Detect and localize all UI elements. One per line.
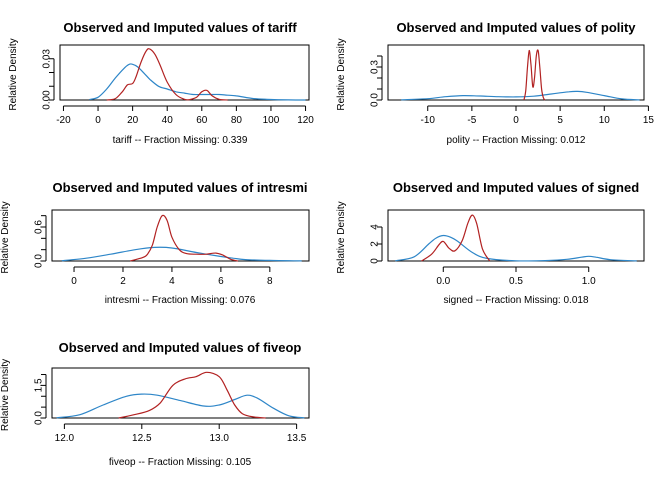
x-tick-label: 10 [599, 115, 611, 126]
chart-title: Observed and Imputed values of signed [393, 180, 639, 195]
x-tick-label: 40 [162, 115, 174, 126]
imputed-density-line [130, 214, 239, 262]
x-tick-label: 0.0 [436, 276, 450, 287]
chart-panel-4: Observed and Imputed values of signed 0.0… [336, 180, 645, 306]
plot-frame [51, 209, 310, 262]
chart-panel-3: Observed and Imputed values of intresmi 0… [0, 180, 310, 306]
x-tick-label: 0 [71, 276, 77, 287]
x-tick-label: 4 [169, 276, 175, 287]
x-tick-label: 2 [120, 276, 126, 287]
x-tick-label: 12.5 [132, 433, 152, 444]
chart-title: Observed and Imputed values of tariff [63, 20, 297, 35]
chart-panel-2: Observed and Imputed values of polity -10… [336, 20, 654, 146]
x-tick-label: 80 [231, 115, 243, 126]
chart-panel-1: Observed and Imputed values of tariff -20… [8, 20, 314, 146]
x-axis-label: fiveop -- Fraction Missing: 0.105 [109, 457, 252, 468]
y-tick-label: 0.3 [370, 60, 381, 74]
x-axis-label: tariff -- Fraction Missing: 0.339 [113, 135, 248, 146]
y-axis-label: Relative Density [0, 359, 11, 431]
y-tick-label: 0.0 [34, 254, 45, 268]
x-tick-label: 20 [127, 115, 139, 126]
chart-title: Observed and Imputed values of intresmi [52, 180, 307, 195]
x-axis-label: polity -- Fraction Missing: 0.012 [447, 135, 586, 146]
x-tick-label: 60 [196, 115, 208, 126]
x-axis-label: intresmi -- Fraction Missing: 0.076 [105, 295, 256, 306]
y-axis-label: Relative Density [336, 201, 347, 273]
x-tick-label: 100 [263, 115, 280, 126]
x-tick-label: 120 [297, 115, 314, 126]
y-tick-label: 0.0 [370, 93, 381, 107]
x-tick-label: 1.0 [582, 276, 596, 287]
x-tick-label: 0 [513, 115, 519, 126]
x-tick-label: -5 [467, 115, 476, 126]
y-tick-label: 0.03 [42, 49, 53, 69]
plot-frame [59, 44, 310, 101]
plot-frame [387, 44, 645, 101]
observed-density-line [401, 90, 640, 101]
observed-density-line [395, 234, 637, 262]
observed-density-line [61, 246, 302, 262]
y-tick-label: 0.00 [42, 90, 53, 110]
x-tick-label: 15 [643, 115, 655, 126]
y-tick-label: 1.5 [34, 378, 45, 392]
y-tick-label: 4 [370, 224, 381, 230]
x-tick-label: 0.5 [509, 276, 523, 287]
imputed-density-line [421, 214, 491, 262]
plot-frame [51, 367, 310, 419]
x-tick-label: -20 [56, 115, 71, 126]
x-tick-label: -10 [420, 115, 435, 126]
x-axis-label: signed -- Fraction Missing: 0.018 [443, 295, 589, 306]
y-tick-label: 0.6 [34, 220, 45, 234]
imputed-density-line [523, 49, 546, 101]
x-tick-label: 12.0 [55, 433, 75, 444]
imputed-density-line [106, 48, 228, 101]
y-axis-label: Relative Density [8, 38, 19, 110]
imputed-density-line [118, 371, 266, 419]
chart-title: Observed and Imputed values of fiveop [59, 340, 302, 355]
x-tick-label: 5 [557, 115, 563, 126]
chart-panel-5: Observed and Imputed values of fiveop 12.… [0, 340, 310, 468]
y-tick-label: 0.0 [34, 411, 45, 425]
x-tick-label: 6 [218, 276, 224, 287]
chart-title: Observed and Imputed values of polity [396, 20, 636, 35]
y-tick-label: 2 [370, 241, 381, 247]
x-tick-label: 13.5 [287, 433, 307, 444]
observed-density-line [89, 63, 306, 101]
x-tick-label: 8 [267, 276, 273, 287]
y-tick-label: 0 [370, 258, 381, 264]
x-tick-label: 13.0 [209, 433, 229, 444]
x-tick-label: 0 [95, 115, 101, 126]
y-axis-label: Relative Density [336, 38, 347, 110]
observed-density-line [56, 393, 305, 419]
y-axis-label: Relative Density [0, 201, 11, 273]
